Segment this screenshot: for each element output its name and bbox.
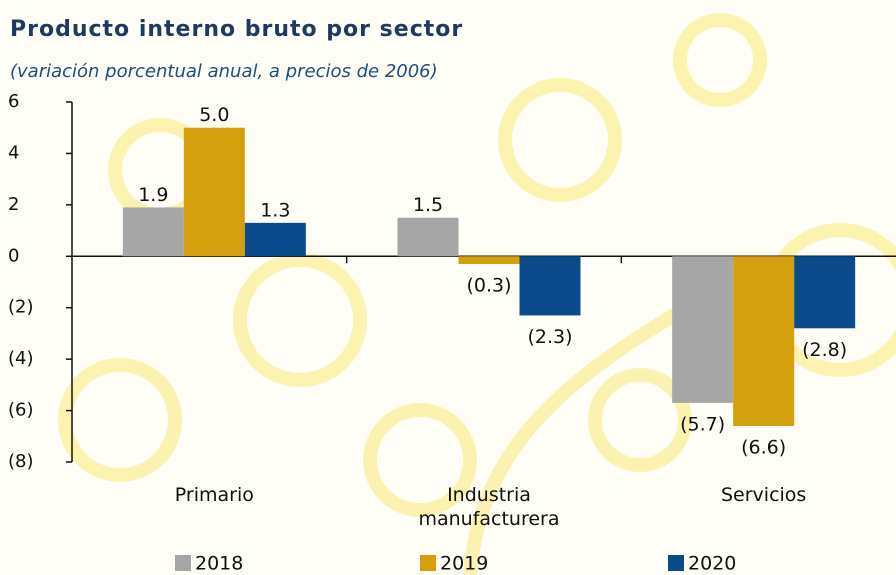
value-label: 1.3 [260, 199, 290, 221]
value-label: 1.9 [138, 184, 168, 206]
x-tick-label: Industria manufacturera [379, 483, 599, 531]
bar [520, 256, 581, 315]
y-tick-label: (8) [8, 451, 34, 472]
bar [245, 223, 306, 256]
bar [123, 207, 184, 256]
legend-label: 2018 [195, 553, 243, 575]
chart-title: Producto interno bruto por sector [10, 17, 463, 42]
value-label: (0.3) [466, 275, 511, 297]
bar [733, 256, 794, 426]
bar [672, 256, 733, 403]
legend-swatch [175, 555, 191, 571]
bar [184, 128, 245, 257]
value-label: 5.0 [199, 104, 229, 126]
bar [794, 256, 855, 328]
x-tick-label: Primario [104, 483, 324, 507]
x-tick-label: Servicios [654, 483, 874, 507]
y-tick-label: 4 [8, 142, 19, 163]
chart-subtitle: (variación porcentual anual, a precios d… [10, 61, 438, 82]
y-tick-label: (4) [8, 348, 34, 369]
page: Producto interno bruto por sector (varia… [0, 0, 896, 575]
bar [398, 218, 459, 257]
legend-swatch [420, 555, 436, 571]
value-label: (5.7) [680, 413, 725, 435]
y-tick-label: (6) [8, 400, 34, 421]
y-tick-label: 2 [8, 194, 19, 215]
y-tick-label: 6 [8, 91, 19, 112]
legend-label: 2019 [440, 553, 488, 575]
legend-swatch [668, 555, 684, 571]
value-label: (2.3) [527, 326, 572, 348]
value-label: (6.6) [741, 437, 786, 459]
value-label: 1.5 [413, 194, 443, 216]
y-tick-label: (2) [8, 297, 34, 318]
legend-label: 2020 [688, 553, 736, 575]
bar [459, 256, 520, 264]
y-tick-label: 0 [8, 245, 19, 266]
value-label: (2.8) [802, 339, 847, 361]
